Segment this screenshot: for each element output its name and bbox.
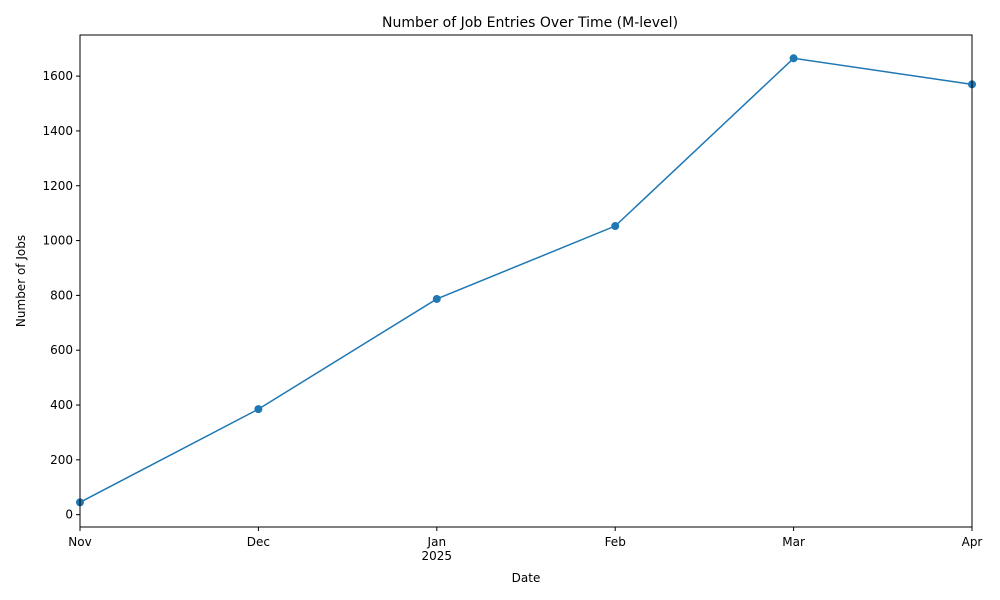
y-tick-label: 400: [50, 398, 73, 412]
x-tick-label: Jan: [427, 535, 447, 549]
series-line: [79, 57, 973, 503]
y-axis: 0 200 400 600 800 1000 1200 1400 1600: [42, 69, 80, 522]
x-tick-label: Dec: [247, 535, 270, 549]
data-point: [254, 405, 263, 414]
chart-title: Number of Job Entries Over Time (M-level…: [382, 15, 678, 31]
x-year-label: 2025: [422, 549, 453, 563]
x-tick-label: Nov: [68, 535, 91, 549]
y-tick-label: 1000: [42, 234, 73, 248]
data-point: [432, 294, 441, 303]
plot-frame: [79, 34, 973, 528]
y-tick-label: 1200: [42, 179, 73, 193]
data-point: [611, 222, 620, 231]
x-axis: Nov Dec Jan Feb Mar Apr 2025: [68, 527, 982, 563]
y-tick-label: 1400: [42, 124, 73, 138]
x-tick-label: Apr: [962, 535, 983, 549]
plot-area: [80, 35, 972, 527]
data-point: [789, 54, 798, 63]
y-axis-label: Number of Jobs: [14, 235, 28, 327]
x-axis-label: Date: [512, 571, 541, 585]
y-tick-label: 800: [50, 288, 73, 302]
x-tick-label: Feb: [605, 535, 626, 549]
x-tick-label: Mar: [782, 535, 805, 549]
y-tick-label: 0: [65, 508, 73, 522]
plot-marks: [76, 54, 976, 507]
y-tick-label: 200: [50, 453, 73, 467]
y-tick-label: 600: [50, 343, 73, 357]
y-tick-label: 1600: [42, 69, 73, 83]
